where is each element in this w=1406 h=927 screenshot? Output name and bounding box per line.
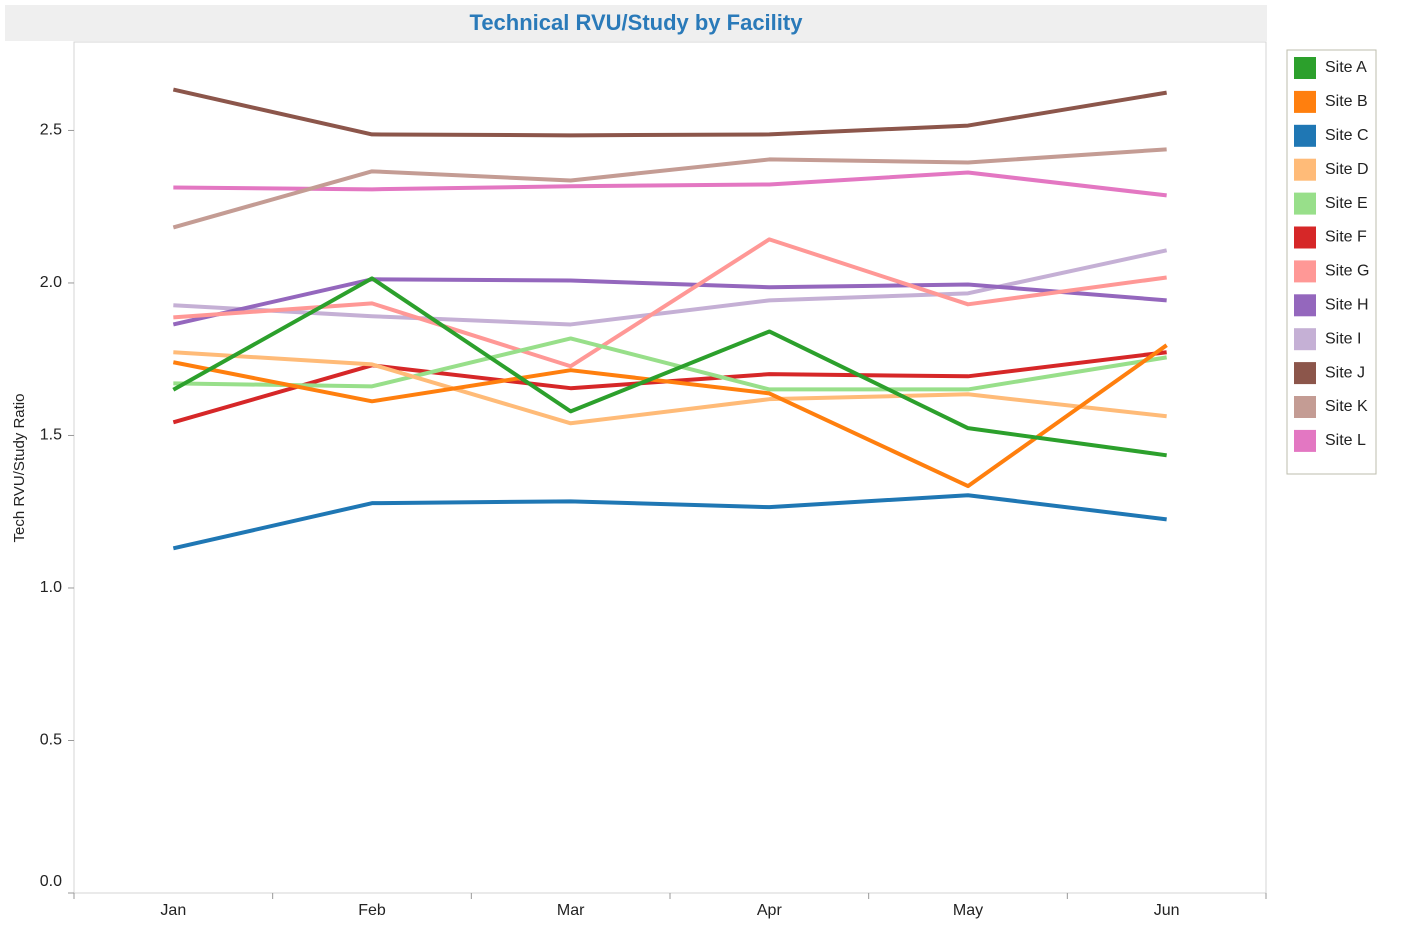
legend-swatch <box>1294 57 1316 79</box>
y-axis-label: Tech RVU/Study Ratio <box>11 394 28 543</box>
legend-swatch <box>1294 362 1316 385</box>
series-line <box>172 493 1167 551</box>
legend-label: Site E <box>1325 195 1368 212</box>
legend-swatch <box>1294 429 1316 452</box>
legend-swatch <box>1294 124 1316 147</box>
series-line <box>173 350 1167 426</box>
legend-label: Site I <box>1325 330 1361 347</box>
y-tick-label: 0.5 <box>40 732 62 749</box>
series-line <box>172 277 1167 327</box>
series-line <box>172 147 1167 230</box>
legend-swatch <box>1294 192 1316 215</box>
legend-label: Site G <box>1325 263 1369 280</box>
legend-label: Site K <box>1325 398 1368 415</box>
y-tick-label: 2.5 <box>40 122 62 139</box>
series-line <box>172 343 1168 489</box>
y-tick-label: 1.5 <box>40 427 62 444</box>
x-tick-label: Feb <box>358 902 386 919</box>
series-line <box>173 237 1167 369</box>
x-tick-label: Mar <box>557 902 585 919</box>
legend-label: Site C <box>1325 127 1369 144</box>
x-tick-label: May <box>953 902 983 919</box>
legend-label: Site F <box>1325 229 1367 246</box>
series-line <box>172 87 1167 138</box>
legend-swatch <box>1294 226 1316 249</box>
x-tick-label: Apr <box>757 902 783 919</box>
title-bar <box>5 5 1267 41</box>
legend-label: Site J <box>1325 364 1365 381</box>
series-line <box>173 170 1167 198</box>
legend-swatch <box>1294 294 1316 317</box>
x-tick-label: Jan <box>160 902 186 919</box>
legend-label: Site D <box>1325 161 1369 178</box>
legend-label: Site H <box>1325 297 1369 314</box>
legend-swatch <box>1294 328 1316 351</box>
y-tick-label: 1.0 <box>40 579 62 596</box>
legend-label: Site A <box>1325 59 1367 76</box>
series-line <box>173 336 1167 392</box>
legend-swatch <box>1294 90 1316 113</box>
legend-label: Site L <box>1325 432 1366 449</box>
y-tick-label: 0.0 <box>40 873 62 890</box>
y-tick-label: 2.0 <box>40 274 62 291</box>
chart-title: Technical RVU/Study by Facility <box>470 10 804 35</box>
legend-swatch <box>1294 260 1316 283</box>
series-line <box>172 276 1167 458</box>
legend-swatch <box>1294 158 1316 181</box>
legend-swatch <box>1294 396 1316 418</box>
legend-label: Site B <box>1325 93 1368 110</box>
x-tick-label: Jun <box>1154 902 1180 919</box>
